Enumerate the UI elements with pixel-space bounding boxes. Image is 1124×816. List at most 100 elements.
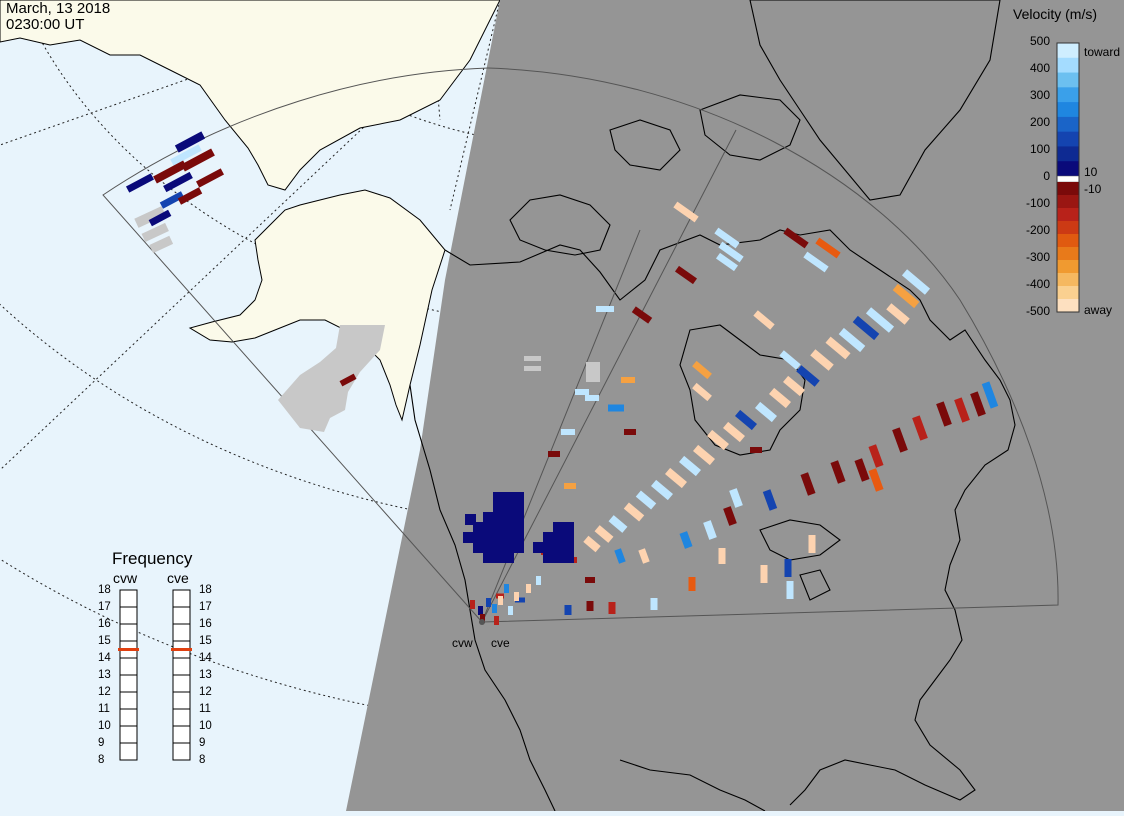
velocity-cell: [514, 592, 519, 601]
colorbar-band: [1057, 131, 1079, 147]
velocity-cell: [473, 532, 484, 543]
velocity-cell: [718, 548, 726, 564]
colorbar-band: [1057, 116, 1079, 133]
velocity-cell: [526, 584, 531, 593]
velocity-cell: [583, 535, 601, 553]
velocity-cell: [153, 160, 187, 184]
velocity-cell: [803, 251, 829, 273]
velocity-cell: [125, 173, 155, 193]
velocity-cell: [651, 479, 673, 501]
frequency-scale-label: 12: [98, 686, 111, 698]
velocity-cell: [493, 522, 504, 533]
velocity-cell: [513, 512, 524, 523]
velocity-cell: [536, 576, 541, 585]
velocity-cell: [825, 336, 851, 360]
velocity-cell: [503, 532, 514, 543]
velocity-cell: [339, 373, 357, 387]
velocity-cell: [808, 535, 816, 553]
velocity-cell: [892, 427, 908, 453]
velocity-cell: [624, 429, 636, 435]
velocity-cell: [553, 532, 564, 543]
colorbar-band: [1057, 72, 1079, 88]
colorbar-band: [1057, 208, 1079, 222]
velocity-cell: [760, 565, 768, 583]
velocity-cell: [493, 502, 504, 513]
ground-scatter-cell: [524, 356, 541, 361]
velocity-cell: [631, 306, 653, 324]
ground-scatter-cell: [149, 235, 174, 254]
frequency-scale-label: 10: [98, 720, 111, 732]
colorbar-band: [1057, 299, 1079, 313]
radar-site-label: cve: [491, 636, 510, 650]
velocity-cell: [608, 515, 628, 533]
velocity-cell: [494, 616, 499, 625]
colorbar-band: [1057, 273, 1079, 287]
velocity-cell: [493, 512, 504, 523]
velocity-cell: [854, 458, 870, 482]
velocity-cell: [769, 387, 791, 409]
radar-site-marker: [479, 619, 485, 625]
west-coast: [409, 384, 556, 812]
hudson-bay: [679, 324, 806, 456]
colorbar-band: [1057, 182, 1079, 196]
ground-scatter: [134, 206, 600, 432]
velocity-cell: [170, 144, 202, 166]
velocity-cell: [865, 307, 895, 333]
velocity-cell: [623, 502, 645, 522]
land-day: [0, 0, 501, 422]
coastlines: [409, 0, 1016, 812]
velocity-cell: [723, 506, 737, 526]
velocity-cell: [548, 451, 560, 457]
longitude-line: [0, 0, 415, 146]
velocity-cell: [504, 584, 509, 593]
colorbar-tick-label: 0: [1043, 169, 1050, 183]
colorbar-tick-label: 200: [1029, 115, 1050, 129]
gulf-coast: [619, 759, 766, 812]
colorbar-tick-label: 100: [1029, 142, 1050, 156]
frequency-scale-label: 11: [98, 703, 110, 715]
velocity-cell: [970, 391, 986, 417]
colorbar-frame: [1056, 42, 1080, 313]
colorbar: [1056, 42, 1080, 313]
velocity-cell: [892, 283, 920, 309]
colorbar-band: [1057, 286, 1079, 300]
velocity-cell: [493, 532, 504, 543]
velocity-cell: [673, 201, 699, 223]
frequency-scale-label: 18: [199, 584, 212, 596]
ground-scatter-cell: [141, 222, 169, 243]
velocity-scatter: [125, 131, 999, 625]
velocity-cell: [707, 429, 729, 451]
velocity-cell: [635, 490, 657, 510]
velocity-cell: [779, 350, 801, 370]
velocity-cell: [163, 171, 193, 193]
radar-site-label: cvw: [452, 636, 473, 650]
threshold-negative: -10: [1084, 182, 1102, 196]
velocity-cell: [810, 349, 834, 371]
velocity-cell: [513, 492, 524, 503]
greenland: [749, 0, 1001, 201]
fov-west: [102, 67, 489, 623]
frequency-scale-label: 12: [199, 686, 212, 698]
colorbar-band: [1057, 87, 1079, 103]
frequency-scale-label: 8: [98, 754, 105, 766]
velocity-cell: [553, 522, 564, 533]
velocity-cell: [483, 552, 494, 563]
frequency-scale-label: 15: [199, 635, 212, 647]
velocity-cell: [783, 375, 805, 397]
velocity-cell: [703, 520, 717, 540]
velocity-cell: [692, 382, 712, 402]
alaska-landmass: [188, 189, 446, 422]
colorbar-tick-label: 300: [1029, 88, 1050, 102]
fov-beam: [481, 129, 737, 623]
frequency-title: Frequency: [112, 549, 193, 568]
velocity-cell: [693, 444, 715, 466]
ground-scatter-region: [278, 325, 385, 432]
velocity-cell: [755, 401, 777, 423]
colorbar-band: [1057, 260, 1079, 274]
velocity-cell: [838, 327, 866, 353]
velocity-cell: [503, 522, 514, 533]
velocity-cell: [912, 415, 928, 441]
velocity-cell: [750, 447, 762, 453]
velocity-cell: [493, 542, 504, 553]
